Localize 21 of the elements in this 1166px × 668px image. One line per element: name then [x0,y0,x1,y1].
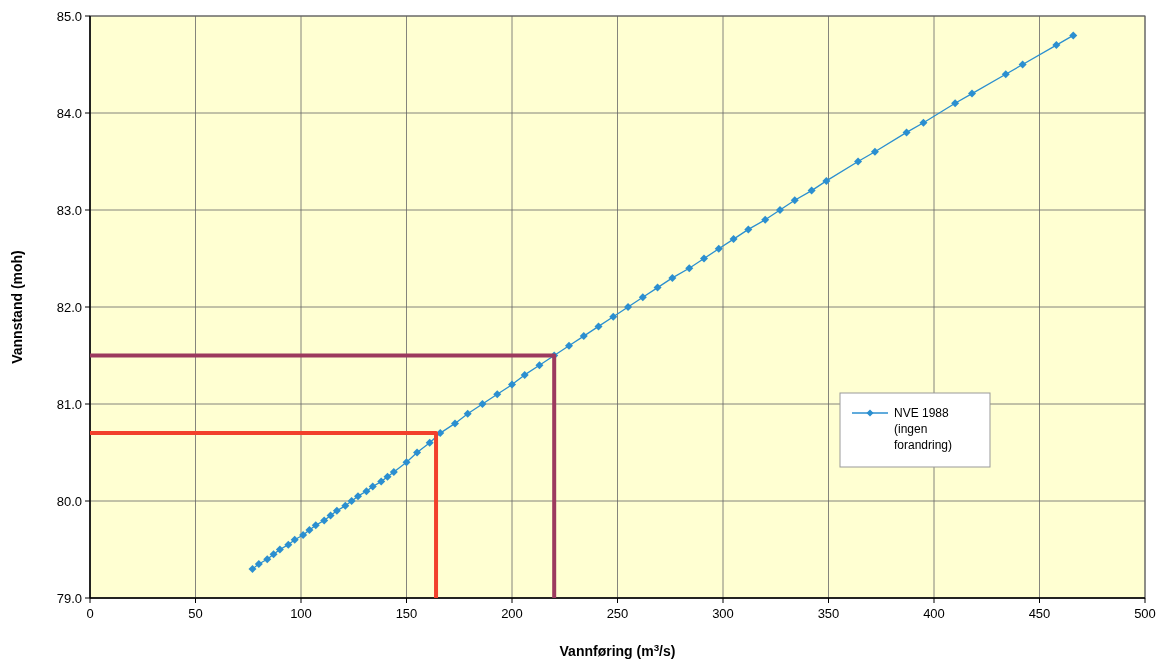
x-tick-label: 400 [923,606,945,621]
x-tick-label: 300 [712,606,734,621]
x-axis-title: Vannføring (m$^{3}$/s) [559,641,676,659]
legend-label: NVE 1988 (ingen forandring) [894,406,953,452]
y-tick-label: 79.0 [56,591,82,606]
y-tick-label: 81.0 [56,397,82,412]
x-tick-label: 50 [188,606,203,621]
y-tick-label: 85.0 [56,9,82,24]
x-tick-label: 0 [86,606,94,621]
x-tick-label: 250 [606,606,629,621]
y-tick-label: 80.0 [56,494,82,509]
y-tick-label: 83.0 [56,203,82,218]
x-tick-label: 500 [1134,606,1156,621]
x-tick-label: 200 [501,606,523,621]
y-axis-title: Vannstand (moh) [9,250,25,364]
y-tick-label: 84.0 [56,106,82,121]
x-tick-label: 350 [817,606,840,621]
x-tick-label: 150 [395,606,418,621]
x-tick-label: 100 [290,606,312,621]
y-tick-label: 82.0 [56,300,82,315]
x-tick-label: 450 [1028,606,1051,621]
